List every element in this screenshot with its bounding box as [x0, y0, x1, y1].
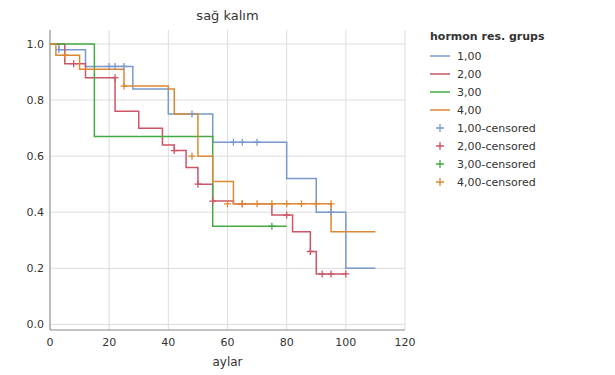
- censor-marker: [194, 181, 201, 188]
- y-tick-label: 0.0: [27, 318, 45, 331]
- censor-marker: [319, 270, 326, 277]
- grid: [50, 30, 405, 330]
- x-tick-label: 120: [395, 336, 416, 349]
- censor-marker: [112, 63, 119, 70]
- x-tick-label: 80: [280, 336, 294, 349]
- censor-marker: [239, 200, 246, 207]
- x-tick-label: 0: [47, 336, 54, 349]
- x-grid-line: [227, 30, 228, 330]
- legend-entry: 3,00: [457, 86, 482, 99]
- censor-marker: [268, 223, 275, 230]
- x-tick-label: 40: [161, 336, 175, 349]
- legend-entry: 2,00: [457, 68, 482, 81]
- censor-marker: [254, 139, 261, 146]
- x-grid-line: [50, 30, 51, 330]
- survival-line: [50, 44, 346, 274]
- legend-title: hormon res. grups: [430, 30, 545, 43]
- censor-marker: [313, 200, 320, 207]
- censor-marker: [307, 248, 314, 255]
- censor-marker: [283, 212, 290, 219]
- y-tick-label: 0.4: [27, 206, 45, 219]
- x-tick-label: 20: [102, 336, 116, 349]
- censor-marker: [70, 60, 77, 67]
- data: [50, 44, 375, 277]
- censor-marker: [328, 209, 335, 216]
- x-axis-line: [50, 330, 405, 331]
- censor-marker: [189, 153, 196, 160]
- censor-marker: [61, 52, 68, 59]
- legend-entry: 4,00-censored: [457, 176, 536, 189]
- survival-line: [50, 44, 287, 226]
- legend-swatch: [430, 55, 450, 57]
- censor-marker: [298, 200, 305, 207]
- legend-swatch: [436, 124, 444, 132]
- censor-marker: [254, 200, 261, 207]
- y-tick-label: 0.8: [27, 94, 45, 107]
- censor-marker: [328, 200, 335, 207]
- censor-marker: [224, 200, 231, 207]
- survival-line: [50, 44, 375, 232]
- legend-entry: 1,00: [457, 50, 482, 63]
- x-grid-line: [168, 30, 169, 330]
- title: sağ kalım: [196, 8, 258, 23]
- chart: 0.0 0.2 0.4 0.6 0.8 1.0 0 20 40 60 80 100 120 sağ kal…: [0, 0, 615, 375]
- censor-marker: [171, 147, 178, 154]
- x-tick-label: 60: [221, 336, 235, 349]
- y-tick-label: 0.2: [27, 262, 45, 275]
- censor-marker: [230, 139, 237, 146]
- legend-swatch: [436, 160, 444, 168]
- censor-marker: [189, 111, 196, 118]
- legend: hormon res. grups 1,00 2,00 3,00 4,00 1,00-ce…: [430, 30, 545, 189]
- censor-marker: [55, 46, 62, 53]
- censor-marker: [342, 270, 349, 277]
- censor-marker: [283, 200, 290, 207]
- censor-marker: [120, 83, 127, 90]
- censor-marker: [120, 63, 127, 70]
- x-axis-label: aylar: [212, 355, 242, 369]
- censor-marker: [112, 74, 119, 81]
- legend-swatch: [436, 178, 444, 186]
- censor-marker: [268, 200, 275, 207]
- x-tick-label: 100: [335, 336, 356, 349]
- x-grid-line: [405, 30, 406, 330]
- legend-swatch: [430, 73, 450, 75]
- x-grid-line: [109, 30, 110, 330]
- legend-entry: 2,00-censored: [457, 140, 536, 153]
- censor-marker: [239, 139, 246, 146]
- x-grid-line: [286, 30, 287, 330]
- legend-entry: 4,00: [457, 104, 482, 117]
- legend-swatch: [436, 142, 444, 150]
- legend-entry: 3,00-censored: [457, 158, 536, 171]
- censor-marker: [209, 198, 216, 205]
- censor-marker: [239, 200, 246, 207]
- legend-entry: 1,00-censored: [457, 122, 536, 135]
- y-axis-line: [50, 30, 51, 330]
- censor-marker: [328, 270, 335, 277]
- y-tick-label: 0.6: [27, 150, 45, 163]
- x-grid-line: [345, 30, 346, 330]
- y-tick-label: 1.0: [27, 38, 45, 51]
- legend-swatch: [430, 109, 450, 111]
- legend-swatch: [430, 91, 450, 93]
